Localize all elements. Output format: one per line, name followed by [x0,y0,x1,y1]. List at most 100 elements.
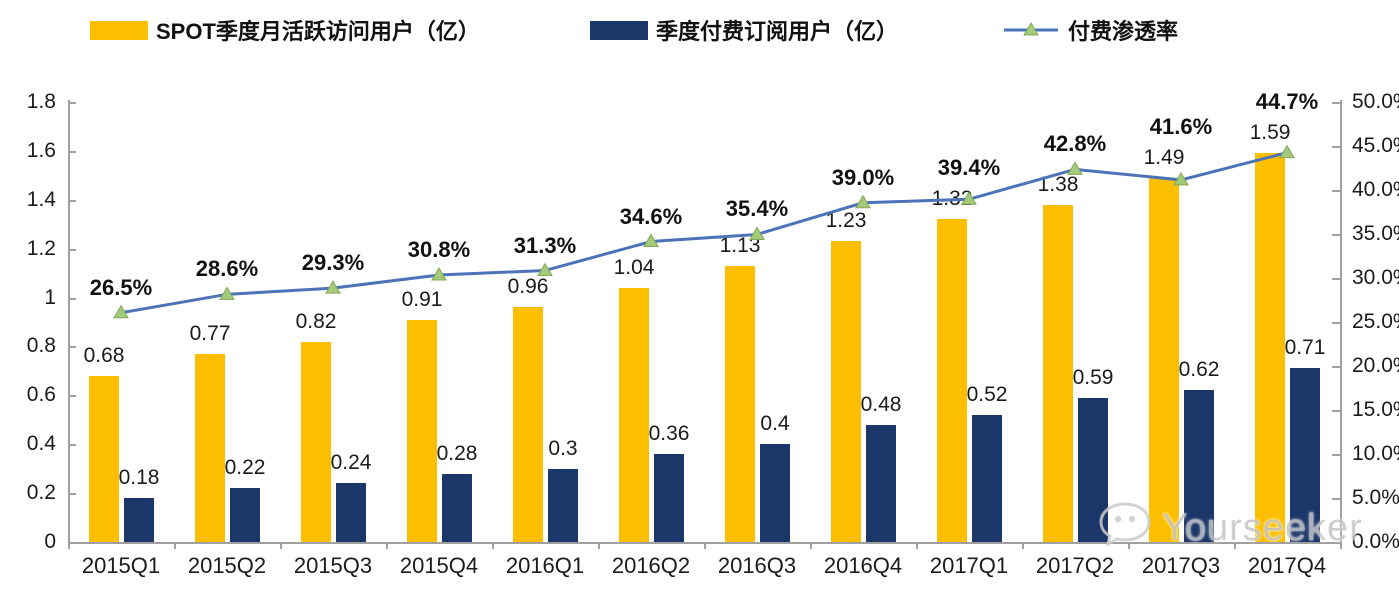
x-axis-label-2017Q2: 2017Q2 [1035,553,1115,578]
pct-label-2016Q4: 39.0% [831,164,895,190]
left-axis-label-1.6: 1.6 [26,138,56,162]
pct-label-2016Q1: 31.3% [513,232,577,258]
right-axis-label-35.0%: 35.0% [1352,222,1399,245]
left-axis-tick-0 [68,542,76,544]
x-axis-tick-8 [916,542,918,549]
legend-label-subs: 季度付费订阅用户（亿） [656,19,899,44]
line-marker-2015Q2 [219,286,235,300]
x-axis-label-2016Q4: 2016Q4 [823,553,903,578]
x-axis-label-2015Q4: 2015Q4 [399,553,479,578]
bar-label-mau-2016Q4: 1.23 [825,209,867,233]
pct-label-2015Q4: 30.8% [407,236,471,262]
right-axis-label-10.0%: 10.0% [1352,442,1399,465]
x-axis-tick-7 [810,542,812,549]
bar-subs-2015Q4 [442,473,472,542]
x-axis-tick-10 [1128,542,1130,549]
left-axis-tick-1.6 [68,150,76,153]
bar-subs-2015Q2 [230,488,260,542]
bar-label-subs-2016Q3: 0.4 [760,412,790,436]
right-axis-tick-40.0% [1332,190,1340,192]
right-axis-label-30.0%: 30.0% [1352,266,1399,289]
pct-label-2015Q1: 26.5% [89,274,153,300]
right-axis-label-15.0%: 15.0% [1352,398,1399,421]
bar-mau-2016Q1 [513,307,543,542]
bar-subs-2017Q4 [1290,368,1320,542]
bar-label-subs-2017Q4: 0.71 [1284,336,1326,360]
left-axis-tick-1 [68,297,76,300]
right-axis-tick-45.0% [1332,146,1340,148]
bar-label-subs-2015Q2: 0.22 [224,456,266,480]
pct-label-2015Q3: 29.3% [301,250,365,276]
left-axis-tick-0.2 [68,493,76,496]
bar-label-mau-2015Q2: 0.77 [189,321,231,345]
right-axis-label-20.0%: 20.0% [1352,354,1399,377]
x-axis-label-2015Q3: 2015Q3 [293,553,373,578]
legend-label-penetration: 付费渗透率 [1068,19,1179,44]
x-axis-tick-2 [280,542,282,549]
x-axis-label-2015Q1: 2015Q1 [81,553,161,578]
left-axis-tick-1.4 [68,199,76,202]
watermark-text: Yourseeker [1162,507,1363,549]
bar-subs-2016Q1 [548,468,578,542]
bar-mau-2015Q1 [89,375,119,542]
x-axis-label-2016Q1: 2016Q1 [505,553,585,578]
bar-label-subs-2015Q1: 0.18 [118,466,160,489]
legend-label-mau: SPOT季度月活跃访问用户（亿） [156,19,480,44]
x-axis-label-2015Q2: 2015Q2 [187,553,267,578]
x-axis-tick-11 [1234,542,1236,549]
line-marker-2015Q4 [431,266,447,281]
right-axis-tick-10.0% [1332,454,1340,456]
bar-label-subs-2016Q2: 0.36 [648,422,690,445]
left-axis-line [68,100,70,544]
line-marker-2015Q3 [325,280,341,294]
right-axis-label-25.0%: 25.0% [1352,310,1399,333]
left-axis-tick-0.4 [68,444,76,447]
right-axis-tick-35.0% [1332,234,1340,236]
watermark: Yourseeker [1094,498,1363,559]
bar-subs-2015Q3 [336,483,366,542]
bar-mau-2015Q4 [407,319,437,542]
bar-label-subs-2016Q4: 0.48 [860,392,902,416]
right-axis-label-40.0%: 40.0% [1352,178,1399,201]
x-axis-tick-9 [1022,542,1024,549]
bar-label-subs-2017Q3: 0.62 [1178,358,1220,382]
x-axis-tick-6 [704,542,706,549]
left-axis-label-0.4: 0.4 [26,432,56,456]
left-axis-tick-0.6 [68,395,76,398]
x-axis-tick-4 [492,542,494,549]
pct-label-2017Q3: 41.6% [1149,113,1213,139]
bar-subs-2015Q1 [124,498,154,542]
bar-mau-2017Q2 [1043,204,1073,542]
wechat-icon [1094,498,1156,559]
bar-label-mau-2017Q1: 1.32 [931,187,973,211]
right-axis-tick-50.0% [1332,102,1340,104]
pct-label-2017Q1: 39.4% [937,155,1001,181]
x-axis-tick-12 [1340,542,1342,549]
bar-subs-2017Q3 [1184,390,1214,542]
left-axis-label-0: 0 [44,530,56,553]
legend-item-mau: SPOT季度月活跃访问用户（亿） [90,16,480,44]
left-axis-tick-1.8 [68,102,76,104]
line-marker-swatch-icon [1004,22,1058,38]
x-axis-label-2016Q2: 2016Q2 [611,553,691,578]
pct-label-2016Q2: 34.6% [619,203,683,229]
pct-label-2017Q2: 42.8% [1043,131,1107,157]
bar-label-mau-2015Q3: 0.82 [295,309,337,333]
pct-label-2016Q3: 35.4% [725,196,789,222]
bar-mau-2016Q3 [725,265,755,542]
right-axis-tick-0.0% [1332,542,1340,544]
legend-item-subs: 季度付费订阅用户（亿） [590,16,898,44]
bar-mau-2015Q2 [195,353,225,542]
line-marker-2015Q1 [113,304,129,319]
right-axis-label-45.0%: 45.0% [1352,134,1399,157]
left-axis-label-0.8: 0.8 [26,334,56,358]
left-axis-tick-0.8 [68,346,76,349]
bar-mau-2017Q1 [937,219,967,542]
pct-label-2015Q2: 28.6% [195,256,259,282]
bar-label-mau-2017Q4: 1.59 [1249,121,1291,145]
line-marker-2016Q4 [855,194,871,209]
bar-subs-2016Q3 [760,444,790,542]
bar-subs-2017Q1 [972,414,1002,542]
x-axis-tick-3 [386,542,388,549]
